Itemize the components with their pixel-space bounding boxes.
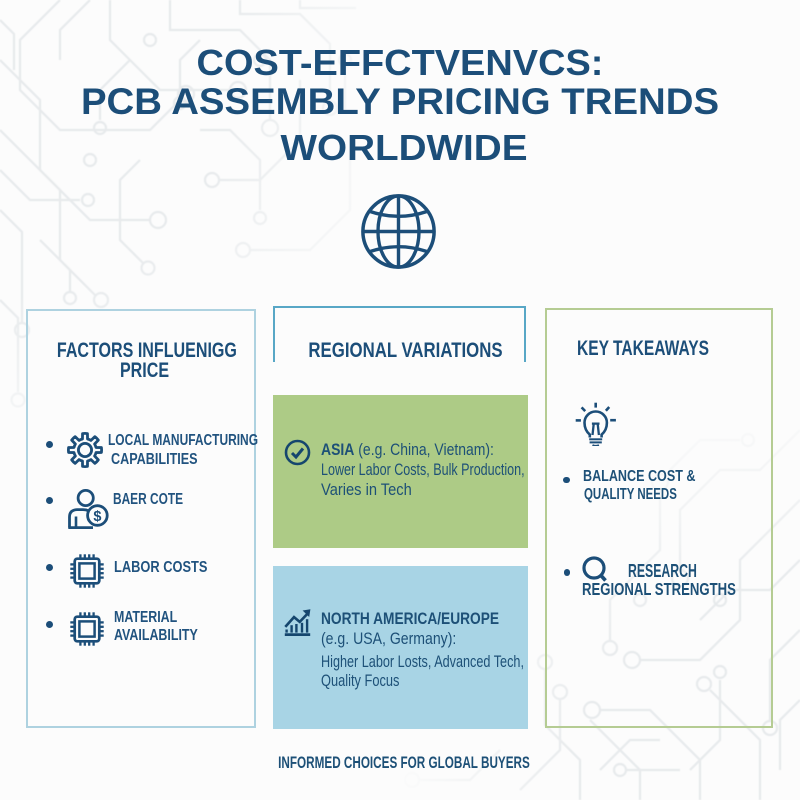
svg-text:$: $	[93, 509, 101, 525]
